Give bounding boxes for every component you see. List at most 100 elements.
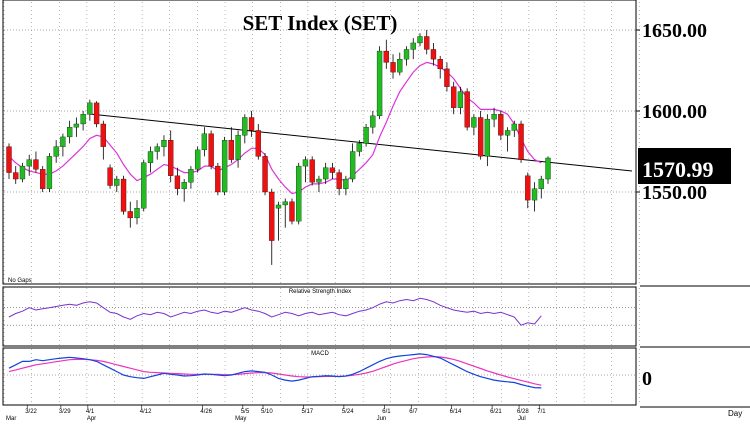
candle-body	[410, 42, 416, 50]
candle-body	[390, 62, 396, 73]
date-label: 4/12	[140, 409, 152, 415]
candles-layer	[6, 30, 551, 265]
candle-body	[147, 151, 154, 163]
candle-body	[269, 191, 275, 241]
candle-body	[397, 59, 403, 73]
candle-body	[525, 175, 531, 201]
candle-body	[376, 50, 383, 117]
candle-body	[363, 127, 369, 144]
candle-body	[6, 146, 12, 173]
last-value-label: 1570.99	[642, 157, 714, 182]
ytick-label: 1650.00	[642, 20, 707, 42]
candle-body	[275, 204, 282, 209]
no-gaps-label: No Gaps	[8, 278, 32, 284]
trendline-layer	[89, 113, 633, 172]
rsi-plot-frame	[2, 286, 637, 347]
candle-body	[188, 169, 194, 183]
candle-body	[370, 115, 376, 128]
candle-body	[255, 130, 261, 157]
candle-body	[107, 167, 113, 186]
candle-body	[228, 140, 234, 160]
candle-body	[518, 123, 524, 160]
macd-zero-label: 0	[642, 368, 652, 390]
candle-body	[154, 146, 160, 152]
candle-body	[336, 172, 342, 189]
candle-body	[531, 188, 538, 201]
candle-body	[491, 114, 497, 120]
candle-body	[309, 159, 315, 183]
date-label: 3/29	[59, 409, 71, 415]
candle-body	[114, 178, 120, 186]
macd-title: MACD	[311, 351, 329, 357]
candle-body	[242, 117, 248, 136]
candle-body	[19, 165, 26, 180]
candle-body	[316, 178, 322, 183]
candle-body	[161, 140, 167, 147]
candle-body	[289, 201, 295, 222]
candle-body	[477, 117, 484, 157]
candle-body	[248, 117, 255, 131]
date-label: 4/26	[200, 409, 212, 415]
date-label: 5/10	[261, 409, 273, 415]
candle-body	[282, 201, 288, 206]
date-label: 5/24	[342, 409, 354, 415]
candle-body	[235, 135, 241, 160]
candle-body	[93, 102, 100, 125]
candle-body	[383, 50, 389, 63]
candle-body	[504, 130, 511, 136]
candle-body	[100, 123, 106, 147]
candle-body	[141, 162, 147, 209]
candle-body	[323, 167, 329, 180]
candle-body	[26, 159, 32, 167]
candle-body	[349, 151, 356, 180]
month-label: Apr	[87, 416, 96, 422]
month-label: Jul	[518, 416, 526, 422]
chart-title: SET Index (SET)	[243, 11, 398, 35]
date-label: 3/22	[25, 409, 37, 415]
ytick-label: 1550.00	[642, 182, 707, 204]
rsi-line	[8, 297, 542, 326]
candle-body	[201, 133, 208, 151]
candle-body	[424, 36, 430, 50]
candle-body	[80, 114, 86, 125]
ytick-label: 1600.00	[642, 101, 707, 123]
month-label: Jun	[377, 416, 387, 422]
candle-body	[329, 167, 336, 173]
moving-average-layer	[8, 61, 542, 195]
rsi-layer	[8, 297, 542, 326]
candle-body	[66, 127, 73, 138]
candle-body	[208, 133, 214, 167]
macd-signal-line	[8, 355, 542, 386]
candle-body	[73, 123, 80, 128]
candle-body	[46, 156, 53, 189]
last-value-box	[638, 148, 731, 184]
candle-body	[444, 68, 450, 87]
candle-body	[60, 136, 66, 147]
candle-body	[538, 178, 544, 189]
candle-body	[302, 159, 309, 167]
trendline	[89, 113, 633, 172]
date-label: 6/7	[409, 409, 418, 415]
candle-body	[221, 140, 228, 193]
date-label: 6/28	[517, 409, 529, 415]
date-label: 7/1	[537, 409, 546, 415]
candle-body	[343, 178, 349, 189]
candle-body	[134, 208, 140, 219]
candle-body	[296, 165, 302, 222]
candle-body	[464, 91, 470, 128]
candle-body	[194, 149, 201, 170]
candle-body	[215, 165, 221, 193]
candle-body	[127, 211, 133, 219]
labels-layer: 1650.00 1600.00 1550.00 3/22 3/29 4/1 4/12 4/26…	[6, 20, 707, 422]
candle-body	[457, 91, 464, 108]
candle-body	[181, 182, 187, 189]
date-label: 4/1	[86, 409, 95, 415]
date-label: 5/17	[301, 409, 313, 415]
candle-body	[53, 146, 59, 157]
candle-body	[120, 178, 127, 212]
candle-body	[168, 140, 174, 176]
candle-body	[471, 117, 477, 128]
macd-layer	[8, 353, 542, 389]
